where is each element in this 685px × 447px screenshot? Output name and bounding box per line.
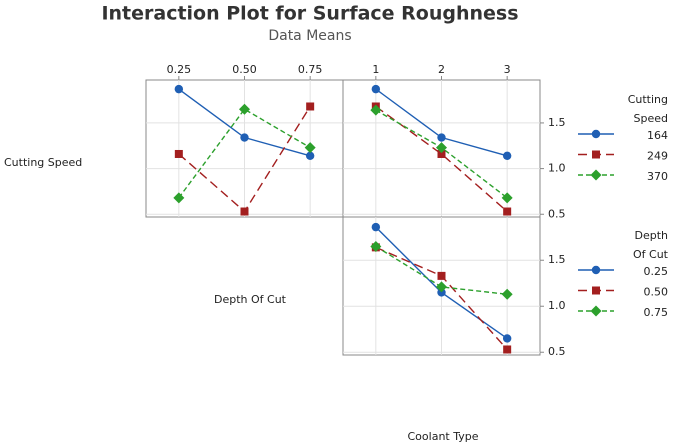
chart-subtitle: Data Means (268, 28, 351, 44)
marker (304, 142, 316, 154)
legend-label: 370 (647, 170, 668, 183)
y-tick-label: 0.5 (548, 207, 566, 220)
marker (502, 151, 512, 161)
marker (503, 207, 512, 216)
marker (370, 104, 382, 116)
legend-title: Speed (634, 112, 668, 125)
legend-label: 0.25 (644, 265, 669, 278)
x-tick-label: 3 (504, 63, 511, 76)
marker (437, 271, 446, 280)
legend-label: 0.75 (644, 306, 669, 319)
series-line (178, 108, 311, 199)
x-tick-label: 0.50 (232, 63, 257, 76)
marker (501, 288, 513, 300)
series-line (375, 245, 508, 295)
marker (592, 150, 600, 159)
legend-label: 249 (647, 150, 668, 163)
marker (437, 288, 446, 297)
factor-label: Cutting Speed (4, 156, 82, 169)
marker (239, 103, 250, 115)
x-tick-label: 1 (372, 63, 379, 76)
x-tick-label: 2 (438, 63, 445, 76)
marker (436, 281, 447, 293)
marker (502, 334, 512, 343)
marker (174, 84, 184, 94)
marker (591, 265, 601, 275)
legend-title: Depth (634, 229, 668, 242)
x-tick-label: 0.75 (298, 63, 323, 76)
factor-label: Depth Of Cut (214, 293, 287, 306)
legend-title: Cutting (628, 93, 668, 106)
marker (590, 169, 602, 181)
marker (503, 345, 512, 354)
y-tick-label: 1.0 (548, 299, 566, 312)
marker (370, 240, 382, 252)
marker (501, 192, 513, 204)
y-tick-label: 1.0 (548, 162, 566, 175)
marker (173, 192, 185, 204)
legend-label: 164 (647, 129, 668, 142)
x-tick-label: 0.25 (167, 63, 192, 76)
marker (174, 149, 183, 158)
marker (305, 151, 315, 161)
marker (592, 286, 600, 295)
marker (306, 102, 315, 111)
y-tick-label: 0.5 (548, 345, 566, 358)
marker (371, 222, 381, 232)
legend-label: 0.50 (644, 286, 669, 299)
marker (371, 84, 381, 94)
marker (240, 133, 249, 142)
factor-label: Coolant Type (408, 430, 479, 443)
legend-title: Of Cut (633, 248, 669, 261)
marker (436, 142, 447, 154)
marker (590, 305, 602, 317)
marker (437, 149, 446, 158)
y-tick-label: 1.5 (548, 116, 566, 129)
marker (591, 129, 601, 139)
marker (437, 133, 446, 142)
y-tick-label: 1.5 (548, 253, 566, 266)
marker (240, 207, 249, 216)
chart-title: Interaction Plot for Surface Roughness (101, 3, 518, 25)
